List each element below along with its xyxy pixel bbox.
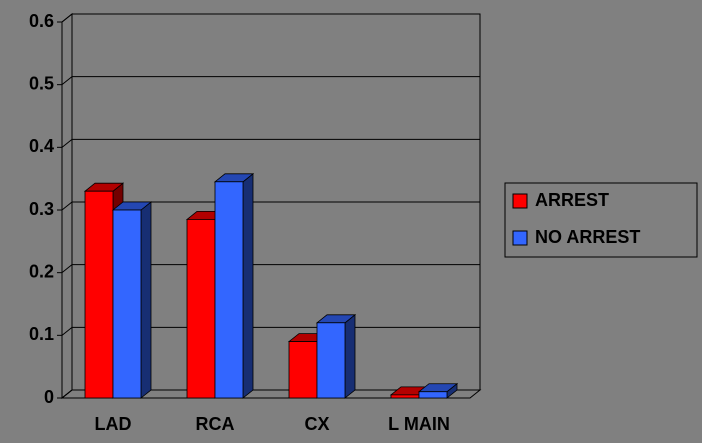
- bar-face: [390, 394, 420, 399]
- y-tick-label: 0.5: [29, 73, 54, 93]
- legend-swatch: [512, 230, 528, 246]
- y-tick-label: 0.3: [29, 199, 54, 219]
- grid-line: [61, 138, 73, 148]
- bar-face: [84, 190, 114, 399]
- x-tick-label: LAD: [95, 414, 132, 434]
- bar-face: [288, 341, 318, 399]
- x-tick-label: RCA: [196, 414, 235, 434]
- bar-face: [112, 209, 142, 399]
- bar-face: [344, 313, 356, 399]
- legend-label: ARREST: [535, 190, 609, 210]
- x-tick-label: L MAIN: [388, 414, 450, 434]
- grid-line: [61, 326, 73, 336]
- bar-face: [418, 391, 448, 399]
- grid-line: [61, 389, 73, 399]
- y-tick-label: 0: [44, 387, 54, 407]
- y-tick-label: 0.6: [29, 11, 54, 31]
- bar-face: [242, 172, 254, 399]
- legend-label: NO ARREST: [535, 227, 640, 247]
- bar-face: [186, 218, 216, 399]
- x-tick-label: CX: [304, 414, 329, 434]
- legend-box: [504, 182, 698, 258]
- bar-face: [316, 322, 346, 399]
- bar: [213, 172, 255, 399]
- y-tick-label: 0.4: [29, 136, 54, 156]
- legend-swatch: [512, 193, 528, 209]
- bar: [417, 382, 459, 399]
- grid-line: [61, 76, 73, 86]
- grid-line: [61, 264, 73, 274]
- y-tick-label: 0.2: [29, 261, 54, 281]
- bar: [111, 201, 153, 399]
- bar-face: [140, 201, 152, 399]
- y-tick-label: 0.1: [29, 324, 54, 344]
- grid-line: [61, 201, 73, 211]
- bar: [315, 313, 357, 399]
- grid-line: [61, 13, 73, 23]
- bar-face: [214, 181, 244, 399]
